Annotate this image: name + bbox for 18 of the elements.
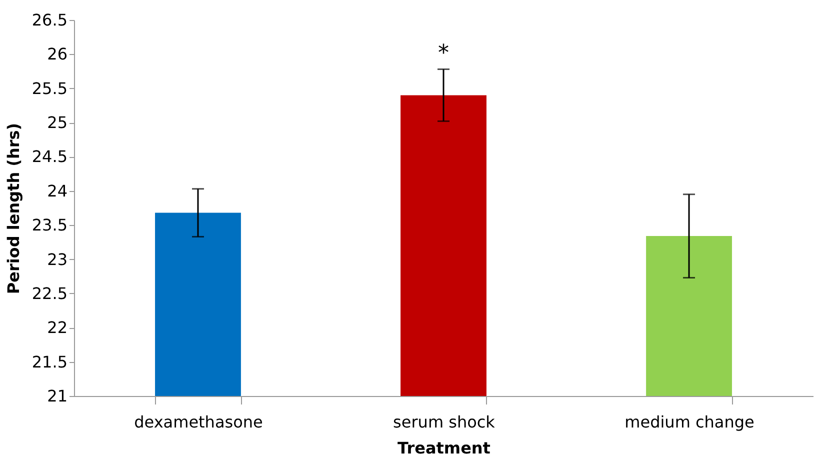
y-tick-label: 22.5	[32, 284, 68, 303]
x-axis-title: Treatment	[398, 438, 491, 458]
y-tick-label: 22	[47, 318, 68, 338]
annotation: *	[438, 41, 449, 66]
y-tick-label: 23	[47, 250, 68, 269]
y-tick-label: 24	[47, 181, 68, 200]
y-tick-label: 25.5	[32, 78, 68, 98]
y-tick-label: 25	[47, 113, 68, 132]
y-tick-label: 26.5	[32, 10, 68, 30]
x-tick-label: serum shock	[393, 412, 496, 432]
y-tick-label: 21	[47, 386, 68, 406]
y-tick-label: 23.5	[32, 216, 68, 235]
y-axis-title: Period length (hrs)	[4, 122, 23, 294]
x-tick-label: dexamethasone	[134, 412, 263, 432]
y-tick-label: 21.5	[32, 352, 68, 372]
y-tick-label: 24.5	[32, 147, 68, 166]
y-tick-label: 26	[47, 44, 68, 64]
x-tick-label: medium change	[624, 412, 754, 432]
